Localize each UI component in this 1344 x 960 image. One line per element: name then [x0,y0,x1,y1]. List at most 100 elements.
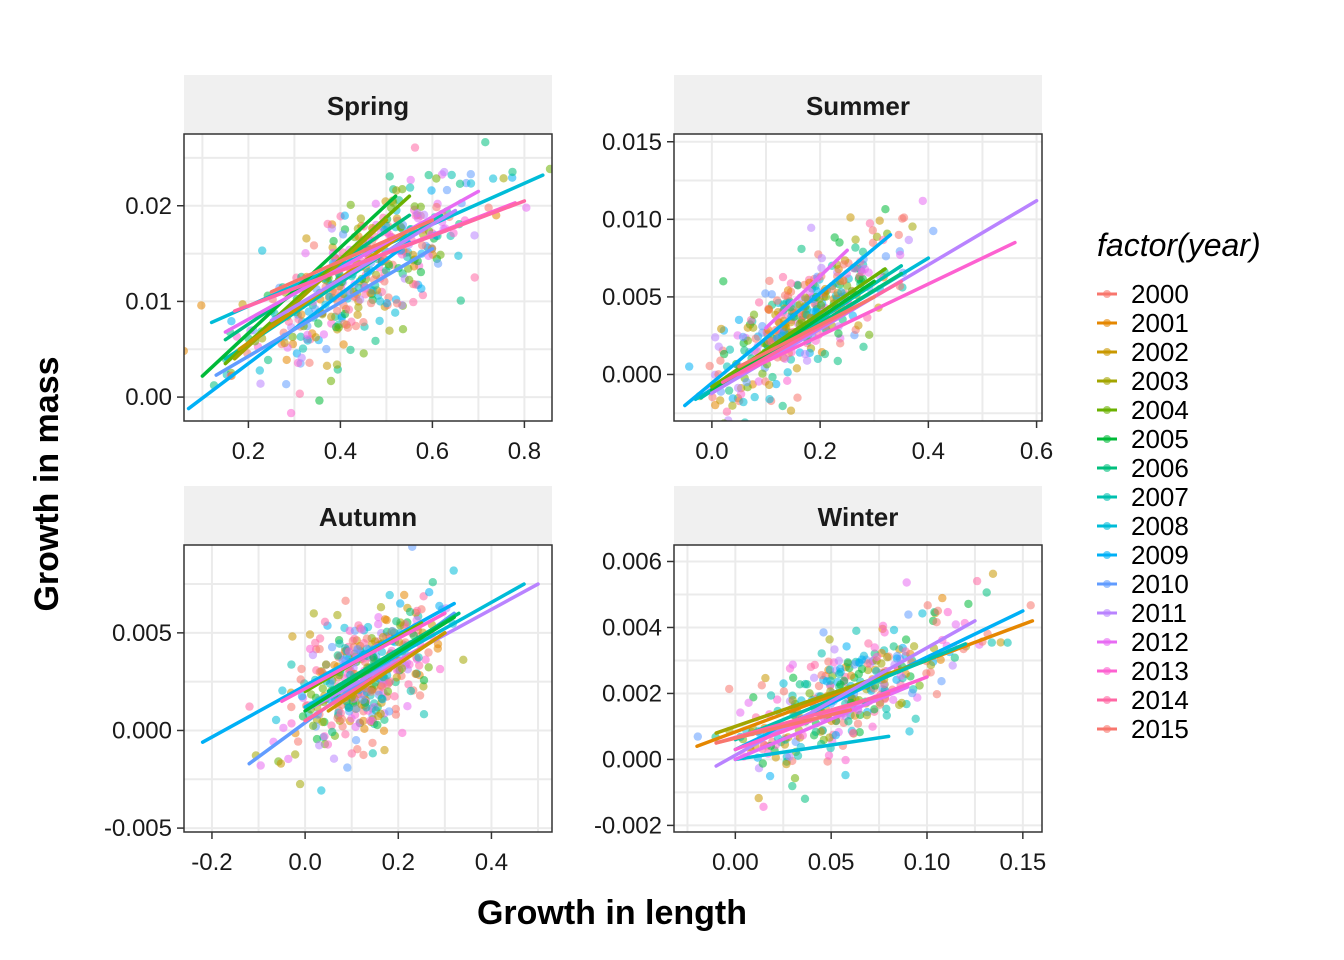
data-point [245,702,254,711]
data-point [855,728,864,737]
legend-key-point [1103,290,1111,298]
data-point [842,642,851,651]
data-point [416,267,426,277]
data-point [406,175,415,185]
fit-line-2000 [269,218,435,294]
data-point [314,319,323,328]
data-point [297,353,306,362]
strip-background [674,486,1042,545]
data-point [1026,601,1035,610]
data-point [758,369,767,378]
data-point [918,609,927,618]
data-point [881,205,890,214]
legend-key-point [1103,551,1111,559]
data-point [383,687,393,696]
data-point [817,263,826,273]
data-point [334,323,343,332]
data-point [397,664,407,673]
data-point [889,625,899,635]
data-point [400,590,409,600]
data-point [987,638,996,647]
data-point [433,259,443,268]
x-axis-title: Growth in length [477,894,747,932]
data-point [716,356,725,365]
data-point [739,445,747,453]
data-point [851,235,860,244]
data-point [442,185,452,195]
data-point [466,179,476,188]
legend-key-point [1103,435,1111,443]
data-point [365,716,375,725]
data-point [380,745,389,755]
data-point [1003,638,1012,647]
fit-line-2010 [214,247,435,377]
data-point [926,668,935,677]
data-point [388,626,397,636]
data-point [366,298,376,308]
legend-label: 2011 [1131,598,1187,628]
data-point [298,344,308,353]
data-point [382,299,392,308]
data-point [766,691,776,700]
legend-label: 2000 [1131,279,1189,309]
strip-background [674,75,1042,134]
data-point [304,307,313,316]
data-point [805,689,814,698]
data-point [338,230,348,239]
data-point [853,719,863,728]
data-point [302,234,311,243]
data-point [488,174,498,183]
data-point [282,380,291,389]
panel-border [183,544,553,833]
data-point [142,366,150,374]
data-point [716,396,725,405]
data-point [522,203,531,212]
data-point [788,781,797,791]
data-point [836,339,845,348]
data-point [322,361,332,370]
data-point [416,202,425,211]
data-point [329,754,339,763]
data-point [754,298,764,307]
fit-line-2003 [714,658,929,735]
data-point [197,301,206,310]
legend-label: 2009 [1131,540,1189,570]
data-point [428,578,437,587]
legend-key-point [1103,667,1111,675]
strip-background [184,486,552,545]
data-point [894,230,903,240]
y-tick-label: -0.005 [104,815,172,842]
legend-key-point [1103,725,1111,733]
data-point [751,334,760,343]
data-point [424,170,433,180]
data-point [449,566,458,575]
legend-label: 2006 [1131,453,1189,483]
data-point [263,355,273,365]
legend-key-point [1103,493,1111,501]
data-point [749,310,759,319]
data-point [764,305,773,314]
data-point [864,268,873,277]
data-point [795,680,804,689]
data-point [758,759,767,768]
legend-label: 2008 [1131,511,1189,541]
data-point [768,372,777,382]
data-point [854,669,863,679]
data-point [311,638,320,648]
data-point [824,751,834,760]
data-point [750,392,759,402]
data-point [905,727,914,736]
data-point [368,738,377,748]
data-point [757,681,766,690]
data-point [870,705,879,714]
data-point [374,620,383,629]
data-point [303,330,312,340]
legend-key-point [1103,348,1111,356]
data-point [284,754,293,764]
x-tick-label: 0.8 [508,438,541,465]
data-point [872,232,882,241]
data-point [801,293,810,302]
data-point [466,170,475,179]
data-point [878,621,888,630]
x-tick-label: 0.6 [1020,438,1053,465]
